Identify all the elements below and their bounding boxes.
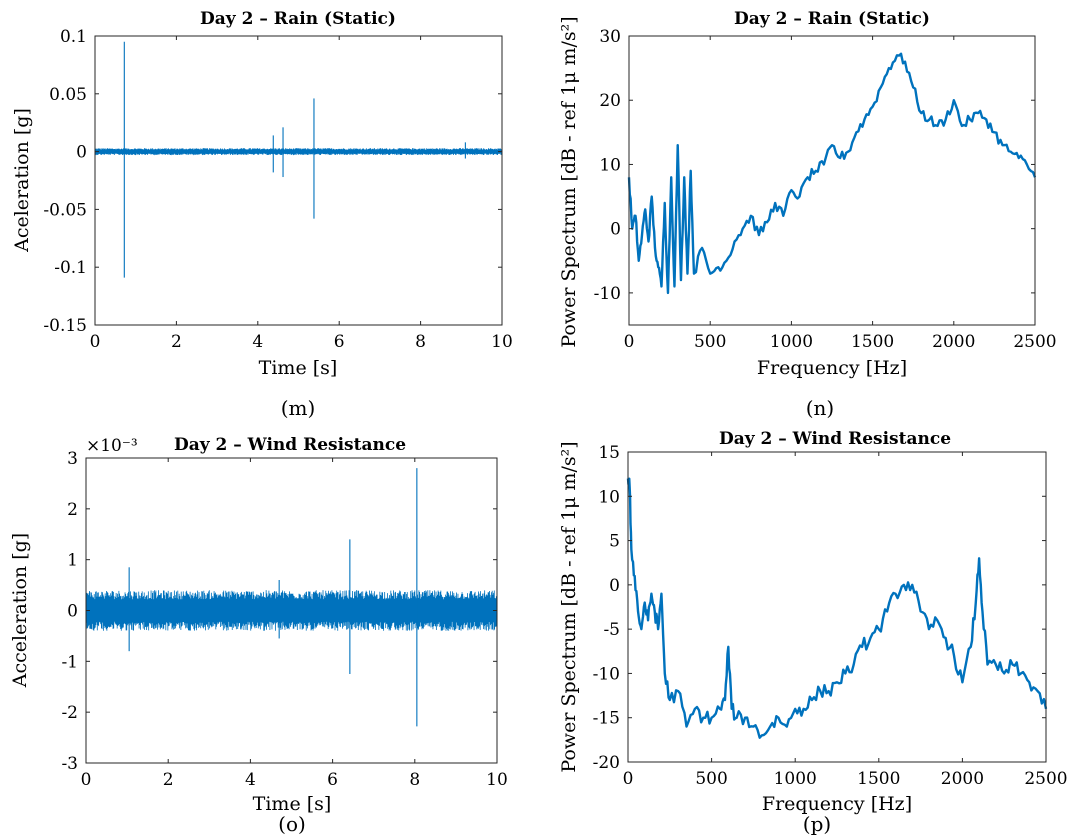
panel-n-ylabel: Power Spectrum [dB - ref 1μ m/s²] [558, 16, 580, 347]
panel-n-xtick-label-1: 500 [694, 332, 726, 352]
panel-p-title: Day 2 – Wind Resistance [719, 429, 951, 449]
panel-p-xtick-label-3: 1500 [857, 769, 900, 789]
panel-p-xtick-label-4: 2000 [941, 769, 984, 789]
panel-m-title: Day 2 – Rain (Static) [200, 9, 396, 29]
panel-o-title: Day 2 – Wind Resistance [174, 435, 406, 455]
panel-o-xtick-label-4: 8 [409, 770, 420, 790]
panel-m-xtick-label-2: 4 [252, 332, 263, 352]
panel-n-title: Day 2 – Rain (Static) [734, 9, 930, 29]
panel-p-ylabel: Power Spectrum [dB - ref 1μ m/s²] [558, 441, 580, 772]
panel-m-ylabel: Aceleration [g] [11, 108, 33, 253]
panel-o-xtick-label-2: 4 [245, 770, 256, 790]
panel-o-ytick-label-6: -3 [61, 754, 78, 774]
panel-p-ytick-label-5: -10 [593, 664, 620, 684]
panel-n-yticks: 30 20 10 0 -10 [594, 27, 1035, 304]
panel-m-trace [94, 41, 503, 278]
panel-n-label: (n) [806, 396, 835, 420]
panel-n-ytick-label-2: 10 [599, 155, 621, 175]
panel-o-xlabel: Time [s] [253, 793, 332, 815]
panel-m: Day 2 – Rain (Static) 0 2 4 6 8 10 0.10.050-0… [11, 9, 513, 420]
panel-m-label: (m) [281, 396, 316, 420]
panel-p-ytick-label-0: 15 [598, 443, 620, 463]
panel-m-axes-frame [94, 35, 503, 326]
panel-n-ytick-label-0: 30 [599, 27, 621, 47]
panel-p: Day 2 – Wind Resistance 0 500 1000 1500 2000… [558, 429, 1068, 836]
panel-p-yticks: 15 10 5 0 -5 -10 -15 -20 [593, 443, 1046, 773]
panel-m-xticks: 0 2 4 6 8 10 [90, 36, 513, 352]
panel-n-xlabel: Frequency [Hz] [757, 357, 907, 379]
panel-p-label: (p) [803, 812, 831, 836]
panel-n-xtick-label-2: 1000 [770, 332, 813, 352]
panel-m-noise-trace [94, 148, 503, 156]
panel-m-yticks: 0.1 0.05 0 -0.05 -0.1 -0.15 [43, 27, 502, 336]
panel-o-ytick-label-0: 3 [67, 449, 78, 469]
panel-p-xtick-label-0: 0 [623, 769, 634, 789]
panel-m-ytick-label-5: -0.15 [43, 316, 87, 336]
panel-o-xticks: 0 2 4 6 8 10 [81, 458, 508, 790]
panel-n-axes-frame [628, 35, 1036, 326]
panel-n-xtick-label-0: 0 [624, 332, 635, 352]
panel-p-xlabel: Frequency [Hz] [762, 793, 912, 815]
panel-p-axes-frame [627, 451, 1047, 763]
panel-p-xtick-label-2: 1000 [774, 769, 817, 789]
panel-p-ytick-label-4: -5 [603, 620, 620, 640]
panel-n-xtick-label-3: 1500 [851, 332, 894, 352]
panel-m-xtick-label-3: 6 [334, 332, 345, 352]
panel-o-label: (o) [278, 812, 306, 836]
panel-n-trace [627, 52, 1037, 295]
panel-p-ytick-label-1: 10 [598, 487, 620, 507]
panel-o-ytick-label-5: -2 [61, 703, 78, 723]
panel-o-noise-trace [85, 590, 498, 631]
panel-n-ytick-label-3: 0 [610, 220, 621, 240]
panel-m-xtick-label-5: 10 [491, 332, 513, 352]
panel-n-ytick-label-4: -10 [594, 284, 621, 304]
panel-p-trace [626, 477, 1048, 739]
panel-n-xticks: 0 500 1000 1500 2000 2500 [624, 36, 1057, 352]
panel-m-ytick-label-1: 0.05 [49, 85, 87, 105]
panel-p-ytick-label-3: 0 [609, 576, 620, 596]
panel-p-ytick-label-6: -15 [593, 709, 620, 729]
panel-m-ytick-label-0: 0.1 [60, 27, 87, 47]
panel-m-ytick-label-3: -0.05 [43, 200, 87, 220]
panel-o-xtick-label-5: 10 [486, 770, 508, 790]
panel-m-xtick-label-4: 8 [415, 332, 426, 352]
panel-p-xtick-label-1: 500 [695, 769, 727, 789]
panel-o-ytick-label-2: 1 [67, 551, 78, 571]
panel-o: Day 2 – Wind Resistance ×10⁻³ 0 2 4 6 8 10 32… [9, 435, 508, 836]
panel-o-xtick-label-0: 0 [81, 770, 92, 790]
panel-o-xtick-label-1: 2 [163, 770, 174, 790]
panel-n-xtick-label-5: 2500 [1013, 332, 1056, 352]
panel-p-ytick-label-7: -20 [593, 753, 620, 773]
panel-n-ytick-label-1: 20 [599, 91, 621, 111]
panel-n-spectrum-line [627, 52, 1037, 295]
panel-n: Day 2 – Rain (Static) 0 500 1000 1500 2000 25… [558, 9, 1057, 420]
panel-o-ytick-label-3: 0 [67, 602, 78, 622]
panel-o-ylabel: Acceleration [g] [9, 533, 31, 688]
panel-o-y-multiplier: ×10⁻³ [86, 436, 138, 456]
panel-m-xtick-label-0: 0 [90, 332, 101, 352]
panel-o-ytick-label-1: 2 [67, 500, 78, 520]
panel-o-trace [85, 468, 498, 727]
panel-m-xtick-label-1: 2 [171, 332, 182, 352]
panel-p-ytick-label-2: 5 [609, 532, 620, 552]
panel-m-xlabel: Time [s] [259, 357, 338, 379]
panel-m-ytick-label-4: -0.1 [54, 258, 87, 278]
panel-p-xtick-label-5: 2500 [1024, 769, 1067, 789]
panel-n-xtick-label-4: 2000 [932, 332, 975, 352]
panel-p-xticks: 0 500 1000 1500 2000 2500 [623, 452, 1068, 789]
panel-p-spectrum-line [626, 477, 1048, 739]
panel-o-yticks: 3 2 1 0 -1 -2 -3 [61, 449, 497, 774]
panel-m-ytick-label-2: 0 [76, 143, 87, 163]
panel-o-xtick-label-3: 6 [327, 770, 338, 790]
panel-o-ytick-label-4: -1 [61, 652, 78, 672]
